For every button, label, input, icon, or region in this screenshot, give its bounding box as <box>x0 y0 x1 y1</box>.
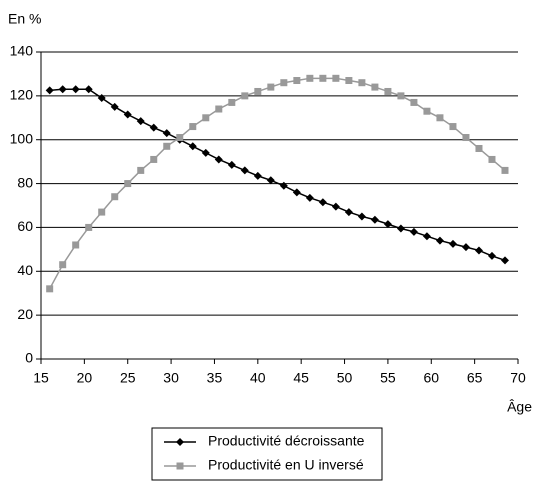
marker <box>422 232 431 241</box>
legend-label: Productivité décroissante <box>208 433 365 449</box>
marker <box>423 107 431 115</box>
x-tick-label: 20 <box>77 370 93 386</box>
marker <box>500 256 509 265</box>
legend-label: Productivité en U inversé <box>208 457 364 473</box>
x-tick-label: 65 <box>467 370 483 386</box>
y-tick-label: 0 <box>25 350 33 366</box>
marker <box>228 98 236 106</box>
marker <box>176 134 184 142</box>
marker <box>462 134 470 142</box>
marker <box>474 246 483 255</box>
marker <box>449 123 457 131</box>
y-tick-label: 20 <box>17 306 33 322</box>
y-tick-label: 100 <box>10 130 34 146</box>
marker <box>358 79 366 87</box>
marker <box>436 114 444 122</box>
marker <box>97 94 106 103</box>
marker <box>240 166 249 175</box>
marker <box>384 87 392 95</box>
marker <box>72 241 80 249</box>
marker <box>397 92 405 100</box>
marker <box>267 83 275 91</box>
marker <box>215 105 223 113</box>
marker <box>448 239 457 248</box>
marker <box>332 74 340 82</box>
marker <box>189 123 197 131</box>
marker <box>488 155 496 163</box>
legend-box <box>151 427 383 481</box>
marker <box>293 77 301 85</box>
legend-marker <box>176 462 184 470</box>
x-tick-label: 40 <box>250 370 266 386</box>
marker <box>227 160 236 169</box>
marker <box>344 208 353 217</box>
marker <box>370 215 379 224</box>
marker <box>345 77 353 85</box>
x-tick-label: 30 <box>163 370 179 386</box>
marker <box>201 148 210 157</box>
marker <box>253 171 262 180</box>
marker <box>331 202 340 211</box>
marker <box>241 92 249 100</box>
marker <box>357 212 366 221</box>
marker <box>475 144 483 152</box>
marker <box>124 180 132 188</box>
marker <box>59 261 67 269</box>
marker <box>149 123 158 132</box>
marker <box>136 117 145 126</box>
y-axis-label: En % <box>8 11 41 27</box>
marker <box>110 102 119 111</box>
marker <box>266 176 275 185</box>
marker <box>280 79 288 87</box>
marker <box>84 85 93 94</box>
marker <box>150 155 158 163</box>
marker <box>46 285 54 293</box>
x-tick-label: 15 <box>33 370 49 386</box>
marker <box>371 83 379 91</box>
marker <box>98 208 106 216</box>
marker <box>162 129 171 138</box>
marker <box>58 85 67 94</box>
marker <box>409 227 418 236</box>
marker <box>306 74 314 82</box>
marker <box>318 198 327 207</box>
y-tick-label: 40 <box>17 262 33 278</box>
marker <box>214 155 223 164</box>
y-tick-label: 140 <box>10 43 34 59</box>
x-tick-label: 60 <box>423 370 439 386</box>
marker <box>461 243 470 252</box>
marker <box>305 193 314 202</box>
y-tick-label: 120 <box>10 87 34 103</box>
x-tick-label: 25 <box>120 370 136 386</box>
marker <box>123 110 132 119</box>
marker <box>279 181 288 190</box>
marker <box>487 251 496 260</box>
marker <box>410 98 418 106</box>
marker <box>292 188 301 197</box>
marker <box>435 236 444 245</box>
x-tick-label: 35 <box>207 370 223 386</box>
marker <box>319 74 327 82</box>
y-tick-label: 60 <box>17 218 33 234</box>
marker <box>202 114 210 122</box>
legend-marker <box>176 438 184 446</box>
y-tick-label: 80 <box>17 174 33 190</box>
x-tick-label: 55 <box>380 370 396 386</box>
marker <box>137 166 145 174</box>
x-axis-label: Âge <box>507 399 532 415</box>
marker <box>501 166 509 174</box>
x-tick-label: 45 <box>293 370 309 386</box>
marker <box>45 86 54 95</box>
marker <box>383 220 392 229</box>
marker <box>188 142 197 151</box>
marker <box>396 224 405 233</box>
marker <box>71 85 80 94</box>
marker <box>111 193 119 201</box>
x-tick-label: 70 <box>510 370 526 386</box>
marker <box>163 142 171 150</box>
marker <box>254 87 262 95</box>
marker <box>85 223 93 231</box>
x-tick-label: 50 <box>337 370 353 386</box>
